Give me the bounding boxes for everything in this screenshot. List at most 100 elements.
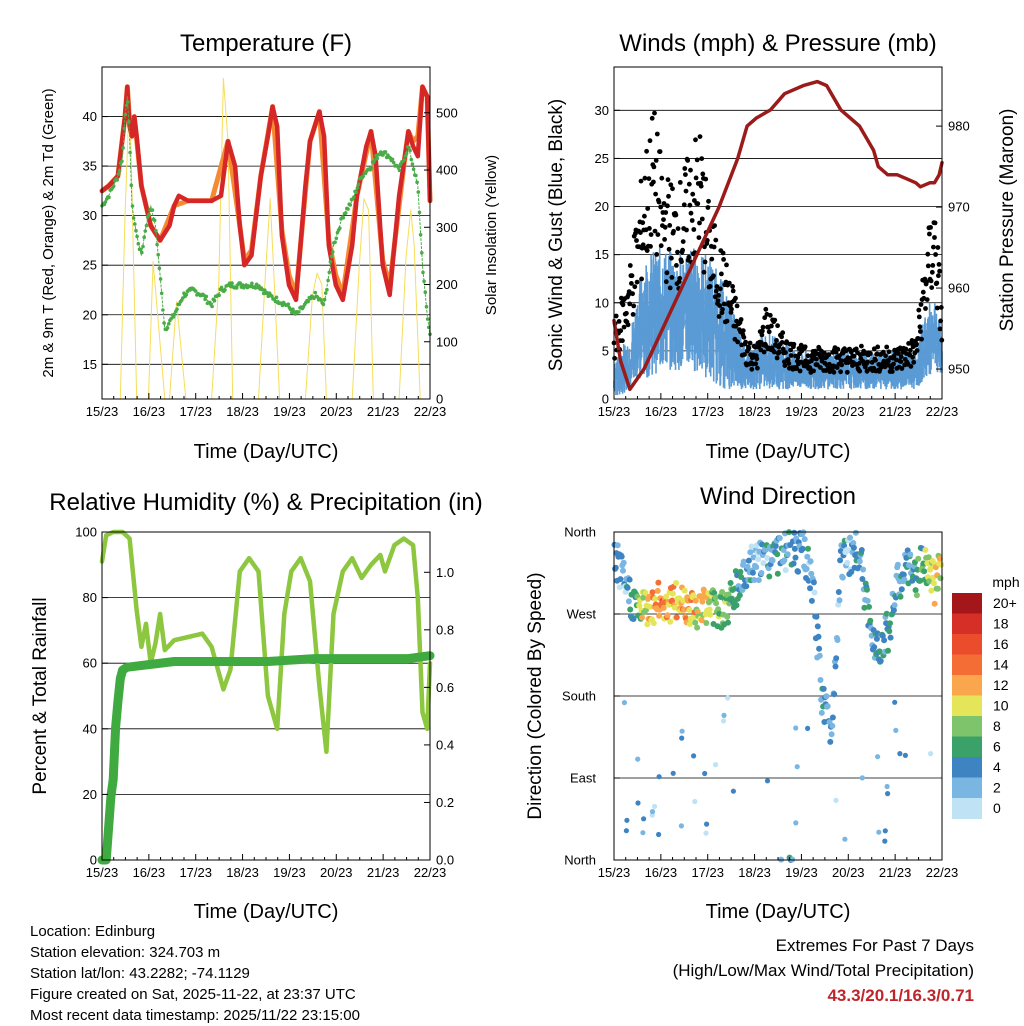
x-tick-label: 17/23 bbox=[691, 865, 724, 880]
direction-point bbox=[681, 606, 687, 613]
direction-point bbox=[842, 836, 848, 842]
wind-gust-point bbox=[898, 354, 904, 360]
wind-gust-point bbox=[752, 344, 758, 350]
dewpoint-point bbox=[327, 270, 332, 275]
dewpoint-point bbox=[322, 297, 327, 302]
direction-point bbox=[871, 644, 878, 651]
direction-point bbox=[743, 583, 750, 590]
dewpoint-point bbox=[162, 321, 166, 325]
direction-point bbox=[887, 634, 894, 641]
direction-point bbox=[649, 589, 656, 596]
dewpoint-point bbox=[415, 180, 419, 184]
wind-gust-point bbox=[729, 306, 734, 312]
wind-gust-point bbox=[665, 203, 670, 209]
direction-point bbox=[713, 762, 719, 768]
wind-gust-point bbox=[780, 346, 786, 352]
direction-point bbox=[882, 828, 888, 834]
direction-x-ticks: 15/23 16/23 17/23 18/23 19/23 20/23 21/23 22/23 bbox=[598, 854, 958, 880]
direction-point bbox=[706, 606, 713, 613]
wind-gust-point bbox=[779, 340, 785, 345]
dewpoint-point bbox=[414, 173, 418, 178]
wind-gust-point bbox=[630, 291, 635, 297]
direction-point bbox=[692, 798, 698, 805]
wind-gust-point bbox=[671, 228, 676, 234]
winds-y-ticks: 0 5 10 15 20 25 30 bbox=[595, 103, 620, 407]
direction-point bbox=[639, 614, 645, 621]
wind-gust-point bbox=[679, 259, 684, 265]
wind-gust-point bbox=[851, 353, 857, 359]
wind-gust-point bbox=[730, 284, 735, 289]
wind-gust-point bbox=[826, 352, 832, 357]
direction-point bbox=[931, 600, 938, 607]
wind-gust-point bbox=[788, 347, 793, 353]
dewpoint-point bbox=[306, 299, 311, 304]
wind-gust-point bbox=[669, 255, 674, 261]
direction-point bbox=[901, 576, 908, 583]
wind-gust-point bbox=[930, 263, 936, 268]
dewpoint-point bbox=[346, 207, 350, 211]
x-tick-label: 21/23 bbox=[879, 404, 912, 419]
wind-gust-point bbox=[754, 356, 760, 362]
y-tick-label: 0.0 bbox=[436, 853, 454, 868]
y-tick-label: 15 bbox=[83, 357, 97, 372]
direction-point bbox=[835, 589, 842, 595]
wind-gust-point bbox=[924, 297, 930, 302]
x-tick-label: 22/23 bbox=[414, 865, 447, 880]
dewpoint-point bbox=[159, 291, 164, 296]
wind-gust-point bbox=[811, 368, 816, 374]
direction-point bbox=[725, 695, 731, 701]
direction-point bbox=[748, 543, 755, 550]
wind-gust-point bbox=[838, 369, 843, 375]
direction-point bbox=[721, 712, 727, 719]
direction-point bbox=[864, 586, 870, 593]
wind-gust-point bbox=[697, 220, 702, 226]
colorbar-label: 10 bbox=[993, 698, 1009, 714]
wind-gust-point bbox=[929, 285, 935, 290]
wind-gust-point bbox=[675, 226, 681, 232]
dewpoint-point bbox=[315, 295, 320, 299]
direction-point bbox=[925, 554, 932, 561]
figure-created: Figure created on Sat, 2025-11-22, at 23… bbox=[30, 986, 356, 1003]
wind-gust-point bbox=[654, 131, 660, 137]
wind-gust-point bbox=[624, 310, 629, 316]
wind-gust-point bbox=[920, 289, 926, 295]
x-tick-label: 20/23 bbox=[320, 404, 353, 419]
direction-point bbox=[712, 594, 719, 601]
winds-ylabel: Sonic Wind & Gust (Blue, Black) bbox=[546, 99, 567, 371]
wind-gust-point bbox=[713, 288, 719, 294]
winds-xlabel: Time (Day/UTC) bbox=[706, 441, 851, 463]
dewpoint-point bbox=[127, 119, 131, 124]
wind-gust-point bbox=[647, 226, 652, 231]
wind-gust-point bbox=[916, 314, 922, 320]
dewpoint-point bbox=[397, 168, 402, 173]
station-location: Location: Edinburg bbox=[30, 923, 156, 940]
direction-point bbox=[827, 738, 834, 745]
recent-timestamp: Most recent data timestamp: 2025/11/22 2… bbox=[30, 1007, 360, 1024]
direction-point bbox=[667, 618, 674, 625]
wind-gust-point bbox=[689, 218, 695, 223]
direction-point bbox=[623, 828, 630, 834]
direction-point bbox=[829, 722, 836, 729]
direction-point bbox=[669, 590, 676, 597]
wind-gust-point bbox=[724, 318, 730, 324]
x-tick-label: 17/23 bbox=[179, 865, 212, 880]
direction-point bbox=[704, 821, 710, 827]
wind-gust-point bbox=[688, 210, 694, 216]
wind-gust-point bbox=[738, 317, 744, 322]
dewpoint-point bbox=[263, 288, 267, 293]
colorbar-label: 14 bbox=[993, 657, 1009, 673]
direction-point bbox=[913, 592, 920, 599]
wind-gust-point bbox=[669, 275, 675, 280]
direction-point bbox=[776, 535, 783, 542]
wind-gust-point bbox=[642, 175, 648, 181]
dewpoint-point bbox=[326, 278, 330, 283]
dewpoint-point bbox=[140, 250, 144, 255]
wind-gust-point bbox=[853, 346, 859, 352]
y-tick-label: 100 bbox=[75, 525, 97, 540]
direction-point bbox=[691, 753, 697, 759]
y-tick-label: 5 bbox=[602, 343, 609, 358]
dewpoint-point bbox=[329, 254, 334, 259]
direction-point bbox=[936, 555, 943, 562]
wind-gust-point bbox=[645, 206, 651, 211]
wind-gust-point bbox=[917, 324, 923, 330]
